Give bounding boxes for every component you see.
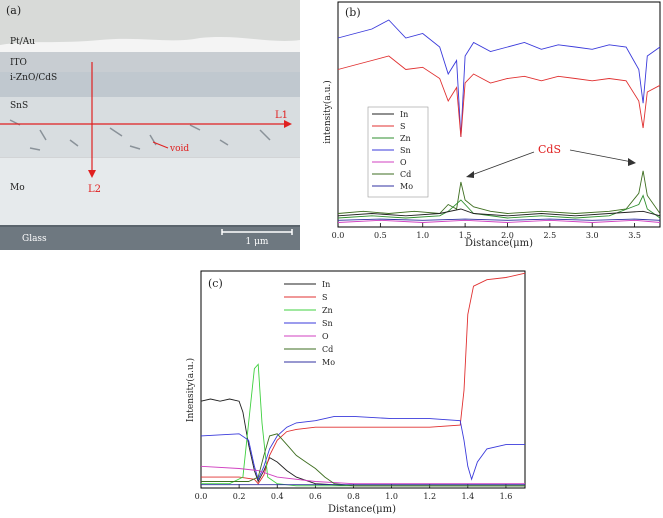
legend-entry: O	[400, 158, 407, 167]
x-tick-label: 1.2	[423, 492, 436, 501]
x-tick-label: 0.0	[195, 492, 208, 501]
pt-au-layer	[0, 0, 300, 45]
series-line-cd	[337, 170, 661, 214]
series-line-s	[337, 55, 661, 138]
legend-entry: Sn	[322, 319, 333, 328]
x-tick-label: 0.2	[233, 492, 246, 501]
panel-a-label: (a)	[6, 4, 21, 17]
legend-entry: O	[322, 332, 329, 341]
series-line-o	[337, 219, 661, 223]
sns-texture	[9, 119, 271, 151]
series-line-sn	[200, 415, 525, 481]
zno-cds-layer	[0, 72, 300, 97]
panel-c-ylabel: Intensity(a.u.)	[185, 358, 196, 422]
layer-label-zno-cds: i-ZnO/CdS	[10, 73, 57, 83]
x-tick-label: 1.0	[416, 231, 429, 240]
layer-label-mo: Mo	[10, 183, 25, 193]
x-tick-label: 2.0	[501, 231, 514, 240]
legend-entry: Zn	[322, 306, 333, 315]
layer-label-pt-au: Pt/Au	[10, 37, 35, 47]
series-line-zn	[337, 194, 661, 219]
panel-b: (b) intensity(a.u.) Distance(μm) 0.0 0.5 1…	[322, 1, 661, 249]
x-tick-label: 3.0	[586, 231, 599, 240]
legend-entry: Cd	[322, 345, 333, 354]
scan-label-l2: L2	[88, 184, 101, 195]
series-line-sn	[337, 19, 661, 138]
layer-label-ito: ITO	[10, 58, 27, 68]
mo-layer	[0, 158, 300, 226]
layer-label-glass: Glass	[22, 234, 47, 244]
scan-line-l2-arrow	[88, 170, 96, 178]
cds-annotation: CdS	[538, 143, 561, 156]
legend-entry: In	[322, 280, 330, 289]
panel-c-plot-frame	[200, 270, 526, 489]
legend-entry: Mo	[400, 182, 413, 191]
x-tick-label: 2.5	[543, 231, 556, 240]
panel-c-xlabel: Distance(μm)	[328, 504, 396, 515]
panel-b-x-ticks: 0.0 0.5 1.0 1.5 2.0 2.5 3.0 3.5	[332, 223, 641, 240]
layer-label-sns: SnS	[10, 101, 28, 111]
void-label: void	[169, 144, 189, 154]
legend-entry: S	[400, 122, 405, 131]
panel-b-label: (b)	[345, 6, 361, 19]
panel-c: (c) Intensity(a.u.) Distance(μm) 0.0 0.2 0…	[185, 270, 526, 515]
legend-entry: Mo	[322, 358, 335, 367]
panel-b-xlabel: Distance(μm)	[465, 238, 533, 249]
panel-b-series-lines	[337, 19, 661, 223]
x-tick-label: 0.6	[309, 492, 322, 501]
legend-entry: Zn	[400, 134, 411, 143]
panel-c-legend: In S Zn Sn O Cd Mo	[284, 280, 335, 367]
legend-entry: Cd	[400, 170, 411, 179]
x-tick-label: 1.6	[500, 492, 513, 501]
legend-entry: In	[400, 110, 408, 119]
cds-arrow-left	[468, 151, 535, 177]
series-line-cd	[201, 433, 525, 487]
ito-layer	[0, 52, 300, 72]
cds-arrow-right	[569, 149, 633, 163]
series-line-mo	[337, 218, 661, 221]
void-pointer	[152, 141, 169, 149]
x-tick-label: 0.0	[332, 231, 345, 240]
legend-entry: Sn	[400, 146, 411, 155]
x-tick-label: 0.8	[347, 492, 360, 501]
x-tick-label: 0.4	[271, 492, 284, 501]
legend-entry: S	[322, 293, 327, 302]
scan-label-l1: L1	[275, 110, 288, 121]
series-line-in	[337, 208, 661, 217]
scale-bar-label: 1 μm	[246, 237, 269, 247]
series-line-s	[201, 272, 526, 485]
panel-a-sem: (a) Pt/Au ITO i-ZnO/CdS SnS Mo Glass L1 …	[0, 0, 300, 250]
panel-b-ylabel: intensity(a.u.)	[322, 80, 333, 144]
x-tick-label: 1.4	[461, 492, 474, 501]
panel-c-series-lines	[200, 272, 526, 487]
glass-layer	[0, 226, 300, 250]
x-tick-label: 1.0	[385, 492, 398, 501]
x-tick-label: 0.5	[374, 231, 387, 240]
scan-line-l1-arrow	[284, 120, 292, 128]
series-line-o	[200, 465, 525, 485]
panel-c-label: (c)	[208, 277, 223, 290]
sns-layer	[0, 97, 300, 157]
panel-b-legend: In S Zn Sn O Cd Mo	[367, 106, 429, 198]
x-tick-label: 1.5	[459, 231, 472, 240]
top-edge	[0, 37, 300, 55]
x-tick-label: 3.5	[628, 231, 641, 240]
